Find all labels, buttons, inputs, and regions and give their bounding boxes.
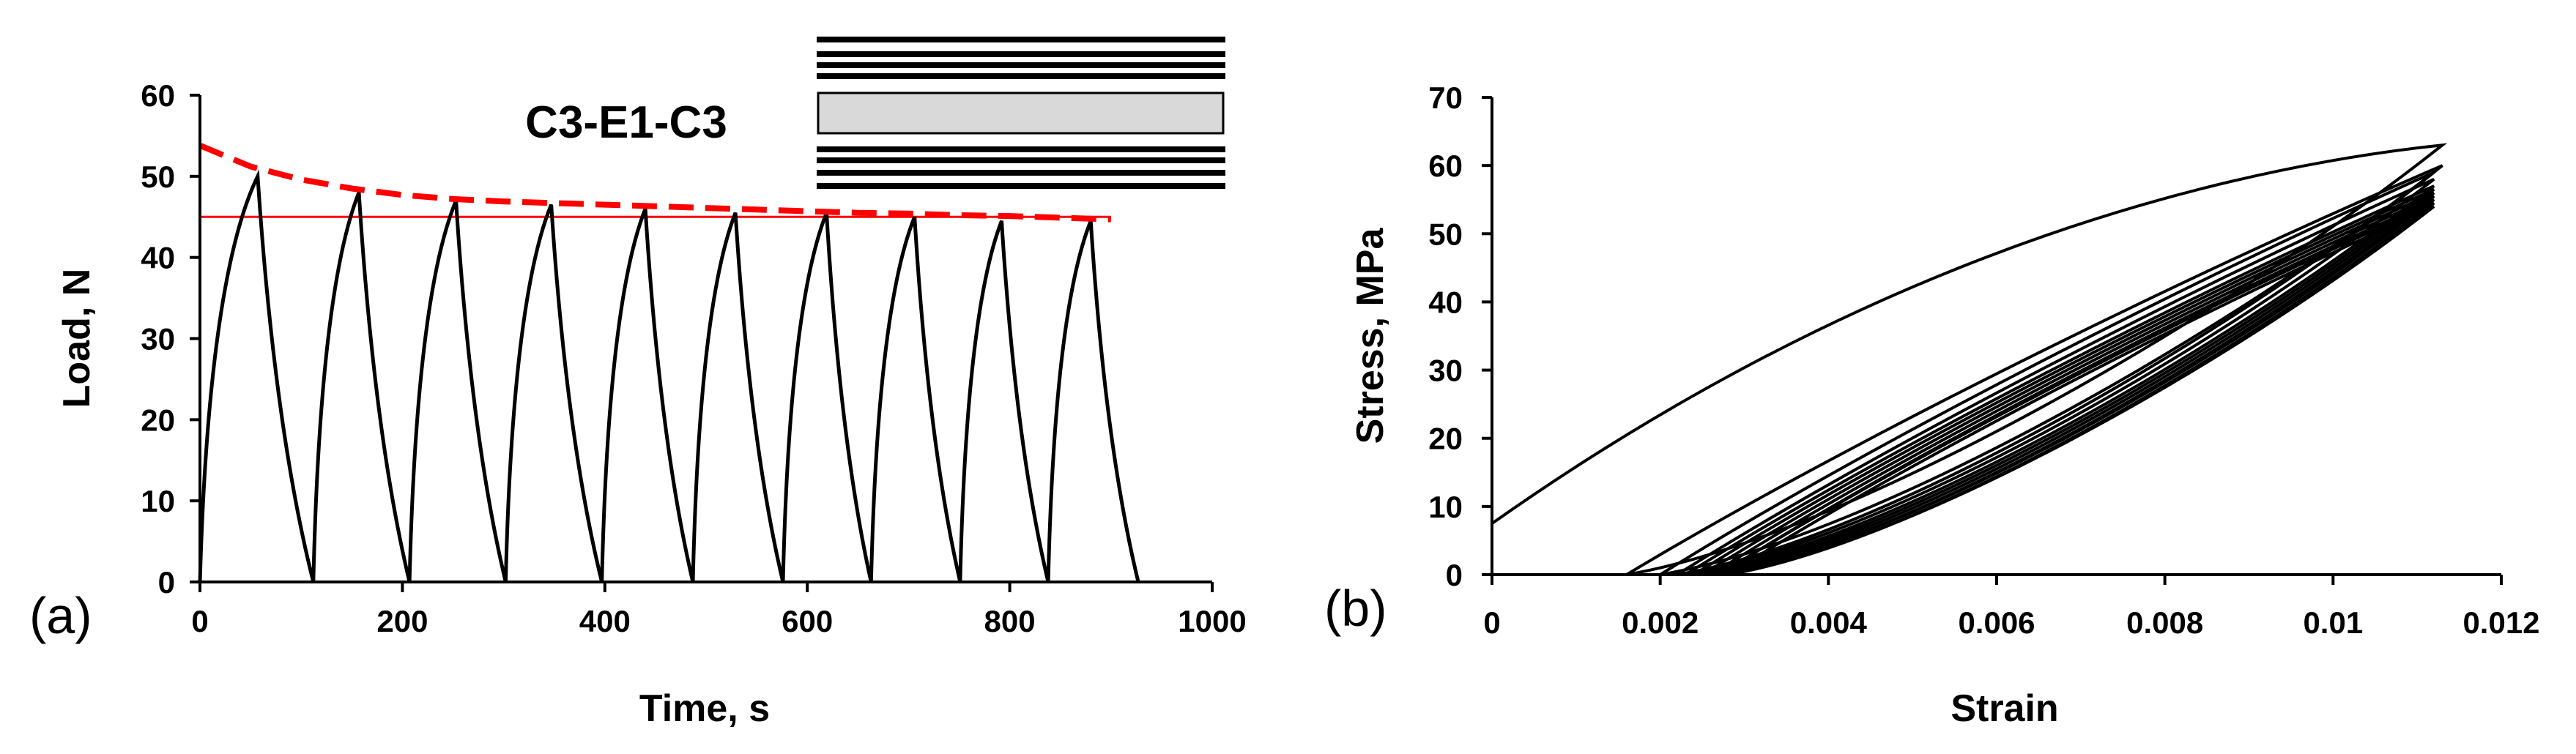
chart-b-ylabel: Stress, MPa [1349, 228, 1392, 444]
chart-a-x-tick-label: 400 [579, 604, 631, 638]
chart-b-y-tick-label: 70 [1428, 81, 1463, 115]
chart-a-y-tick-label: 50 [141, 160, 175, 194]
chart-a-x-tick-label: 1000 [1178, 604, 1246, 638]
chart-a-y-tick-label: 10 [141, 484, 175, 518]
chart-b-y-tick-label: 0 [1446, 558, 1463, 592]
chart-b-x-tick-label: 0.002 [1622, 605, 1699, 640]
chart-b-marks [1491, 143, 2448, 576]
chart-b-y-tick-label: 40 [1428, 285, 1463, 319]
chart-b-x-tick-label: 0 [1483, 605, 1500, 640]
chart-a-y-tick-label: 20 [141, 403, 175, 437]
chart-a-load-series [198, 169, 1140, 583]
chart-b-y-tick-label: 20 [1428, 422, 1463, 456]
chart-b-y-tick-label: 10 [1428, 490, 1463, 524]
chart-b-hysteresis-loop [1693, 187, 2435, 576]
chart-b-x-tick-label: 0.004 [1790, 605, 1868, 640]
chart-b-stress-vs-strain: 0 0.002 0.004 0.006 0.008 0.01 0.012 0 10 20 30 40 5… [1324, 81, 2540, 730]
chart-a-y-tick-label: 0 [158, 565, 175, 600]
chart-a-x-tick-label: 600 [782, 604, 833, 638]
chart-a-load-vs-time: 0 200 400 600 800 1000 0 10 20 30 40 50 60 Time, s L… [29, 37, 1247, 730]
chart-a-envelope-series [198, 143, 1111, 223]
chart-b-y-tick-label: 50 [1428, 217, 1463, 251]
chart-b-ticks: 0 0.002 0.004 0.006 0.008 0.01 0.012 0 10 20 30 40 5… [1428, 81, 2539, 640]
layup-bottom-layer [817, 183, 1225, 189]
chart-b-hysteresis-loop [1491, 143, 2448, 576]
chart-a-marks [198, 143, 1140, 583]
chart-a-ylabel: Load, N [56, 269, 98, 408]
chart-a-x-tick-label: 0 [191, 604, 208, 638]
layup-top-layer [817, 37, 1225, 42]
chart-a-ticks: 0 200 400 600 800 1000 0 10 20 30 40 50 60 [141, 78, 1246, 638]
chart-b-hysteresis-loop [1676, 177, 2435, 576]
layup-core [817, 92, 1225, 135]
chart-a-y-tick-label: 40 [141, 241, 175, 275]
chart-a-y-tick-label: 60 [141, 78, 175, 113]
chart-b-hysteresis-loop [1726, 205, 2435, 576]
layup-bottom-layer [817, 170, 1225, 176]
chart-b-y-tick-label: 60 [1428, 149, 1463, 183]
chart-a-y-tick-label: 30 [141, 322, 175, 357]
chart-b-x-tick-label: 0.008 [2126, 605, 2203, 640]
chart-b-hysteresis-loop [1625, 164, 2443, 576]
layup-schematic [817, 37, 1225, 189]
chart-b-xlabel: Strain [1950, 687, 2058, 730]
chart-b-x-tick-label: 0.006 [1958, 605, 2035, 640]
layup-bottom-layer [817, 157, 1225, 163]
panel-a-label: (a) [29, 587, 92, 644]
layup-top-layer [817, 51, 1225, 57]
layup-code-label: C3-E1-C3 [525, 97, 727, 148]
chart-b-hysteresis-loop [1685, 184, 2435, 576]
chart-a-x-tick-label: 200 [376, 604, 428, 638]
chart-b-x-tick-label: 0.01 [2303, 605, 2363, 640]
layup-top-layer [817, 73, 1225, 79]
panel-b-label: (b) [1324, 580, 1387, 637]
layup-top-layer [817, 62, 1225, 68]
chart-b-y-tick-label: 30 [1428, 354, 1463, 388]
chart-a-x-tick-label: 800 [984, 604, 1036, 638]
chart-b-hysteresis-loop [1659, 171, 2435, 576]
chart-b-hysteresis-loop [1701, 191, 2435, 576]
chart-a-xlabel: Time, s [639, 687, 770, 730]
layup-bottom-layer [817, 146, 1225, 152]
chart-b-x-tick-label: 0.012 [2462, 605, 2539, 640]
